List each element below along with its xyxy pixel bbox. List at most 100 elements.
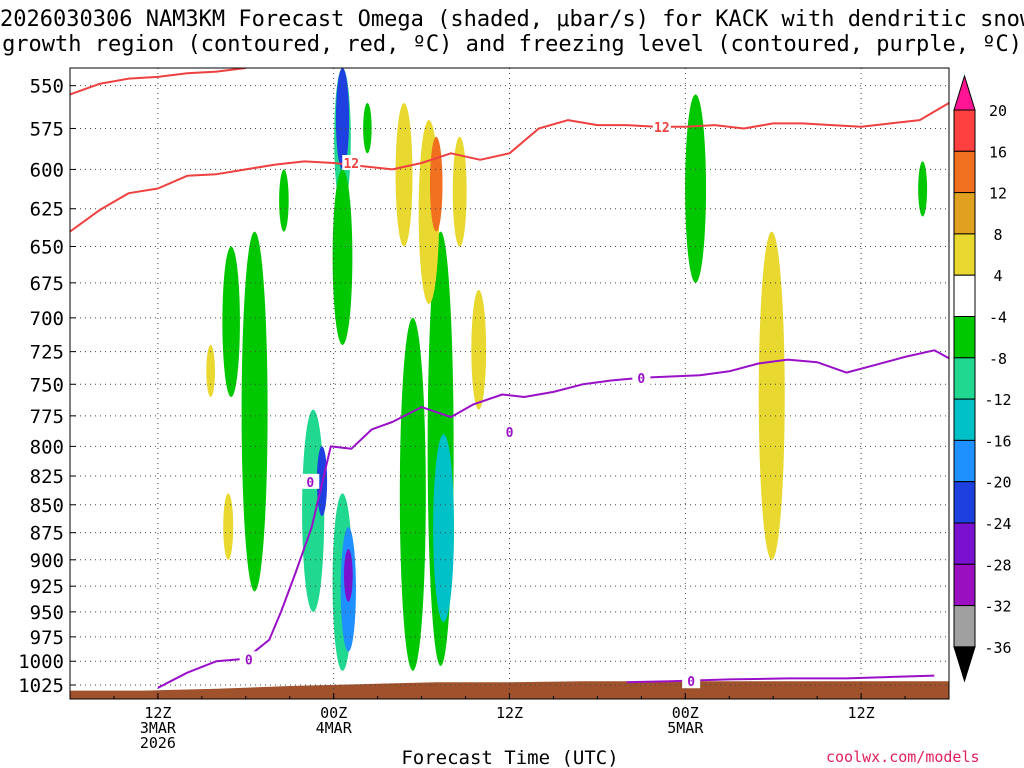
colorbar-swatch xyxy=(953,646,976,683)
x-axis-label: Forecast Time (UTC) xyxy=(401,747,618,768)
omega-cell xyxy=(222,246,240,398)
colorbar-label: 16 xyxy=(989,143,1007,161)
omega-cell xyxy=(335,68,350,170)
omega-cell xyxy=(332,169,353,345)
freezing-contour-label: 0 xyxy=(245,653,253,668)
dgz-contour-minus12 xyxy=(70,102,949,233)
colorbar-swatch xyxy=(953,316,976,359)
omega-cell xyxy=(223,493,234,560)
colorbar-label: -8 xyxy=(989,350,1007,368)
colorbar-swatch xyxy=(953,481,976,524)
x-tick-label: 12Z xyxy=(496,704,523,722)
omega-cell xyxy=(918,161,928,217)
colorbar-swatch xyxy=(953,150,976,194)
chart-title-line-1: 2026030306 NAM3KM Forecast Omega (shaded… xyxy=(0,7,1024,32)
colorbar-swatch xyxy=(953,605,976,648)
y-tick-label: 775 xyxy=(30,406,64,428)
chart-title-line-2: growth region (contoured, red, ºC) and f… xyxy=(2,32,1022,57)
freezing-level-surface-contour xyxy=(626,674,935,684)
y-tick-label: 975 xyxy=(30,627,64,649)
omega-cell xyxy=(452,136,467,247)
y-tick-label: 825 xyxy=(30,466,64,488)
contour-lines: 12 12 0 0 0 0 0 xyxy=(70,68,949,690)
colorbar-label: -32 xyxy=(984,598,1011,616)
omega-cell xyxy=(471,289,487,410)
omega-cell xyxy=(343,549,353,602)
colorbar-label: -36 xyxy=(984,639,1011,657)
colorbar-label: -16 xyxy=(984,432,1011,450)
y-tick-label: 575 xyxy=(30,118,64,140)
freezing-contour-label: 0 xyxy=(687,675,695,690)
colorbar-label: 8 xyxy=(993,226,1002,244)
grid xyxy=(70,68,949,699)
freezing-contour-label: 0 xyxy=(506,426,514,441)
y-tick-label: 625 xyxy=(30,199,64,221)
y-tick-label: 925 xyxy=(30,576,64,598)
freezing-contour-label: 0 xyxy=(306,476,314,491)
y-tick-label: 550 xyxy=(30,76,64,98)
y-tick-label: 800 xyxy=(30,436,64,458)
colorbar-swatch xyxy=(953,398,976,441)
x-tick-label: 00Z xyxy=(320,704,347,722)
colorbar-label: 4 xyxy=(993,267,1002,285)
omega-cell xyxy=(685,94,707,283)
y-tick-label: 850 xyxy=(30,495,64,517)
omega-cell xyxy=(279,169,289,232)
colorbar-label: -20 xyxy=(984,474,1011,492)
omega-cell xyxy=(758,231,785,560)
x-tick-label: 12Z xyxy=(848,704,875,722)
colorbar-swatch xyxy=(953,522,976,565)
omega-cell xyxy=(241,231,268,592)
omega-shading xyxy=(206,68,928,671)
colorbar-swatch xyxy=(953,357,976,400)
x-tick-label: 12Z xyxy=(144,704,171,722)
y-tick-label: 950 xyxy=(30,602,64,624)
colorbar-label: 12 xyxy=(989,185,1007,203)
dgz-contour-label: 12 xyxy=(343,157,359,172)
y-tick-label: 675 xyxy=(30,273,64,295)
terrain xyxy=(70,681,949,699)
dgz-contour-upper xyxy=(70,68,246,96)
x-tick-label: 00Z xyxy=(672,704,699,722)
colorbar-swatch xyxy=(953,109,976,152)
colorbar-swatch xyxy=(953,233,976,276)
colorbar-label: -12 xyxy=(984,391,1011,409)
x-tick-label: 4MAR xyxy=(316,719,353,737)
y-tick-label: 650 xyxy=(30,236,64,258)
colorbar-swatch xyxy=(953,192,976,235)
terrain-fill xyxy=(70,681,949,699)
y-tick-label: 750 xyxy=(30,374,64,396)
colorbar: 20 16 12 8 4 -4 -8 -12 -16 -20 -24 -28 -32 -36 xyxy=(953,74,1012,683)
freezing-level-contour xyxy=(157,349,949,689)
colorbar-swatch xyxy=(953,74,976,111)
colorbar-label: -24 xyxy=(984,515,1011,533)
pressure-axis: 550 575 600 625 650 675 700 725 750 775 800 825 850 8… xyxy=(18,76,76,697)
colorbar-label: -28 xyxy=(984,556,1011,574)
colorbar-swatch xyxy=(953,563,976,607)
colorbar-swatch xyxy=(953,439,976,483)
omega-cell xyxy=(433,434,455,622)
colorbar-swatch xyxy=(953,274,976,318)
omega-cell xyxy=(429,136,443,232)
y-tick-label: 700 xyxy=(30,308,64,330)
y-tick-label: 1000 xyxy=(18,651,64,673)
y-tick-label: 725 xyxy=(30,342,64,364)
x-tick-label: 5MAR xyxy=(667,719,704,737)
y-tick-label: 875 xyxy=(30,523,64,545)
colorbar-label: -4 xyxy=(989,309,1007,327)
colorbar-label: 20 xyxy=(989,102,1007,120)
freezing-contour-label: 0 xyxy=(637,372,645,387)
x-tick-label: 2026 xyxy=(140,734,176,752)
omega-cell xyxy=(399,317,426,671)
y-tick-label: 900 xyxy=(30,550,64,572)
y-tick-label: 1025 xyxy=(18,675,64,697)
omega-cell xyxy=(206,344,215,398)
omega-cell xyxy=(363,103,372,154)
x-tick-label: 3MAR xyxy=(140,719,177,737)
dgz-contour-label: 12 xyxy=(654,121,670,136)
omega-cell xyxy=(395,103,413,247)
y-tick-label: 600 xyxy=(30,159,64,181)
site-credit: coolwx.com/models xyxy=(826,748,980,766)
